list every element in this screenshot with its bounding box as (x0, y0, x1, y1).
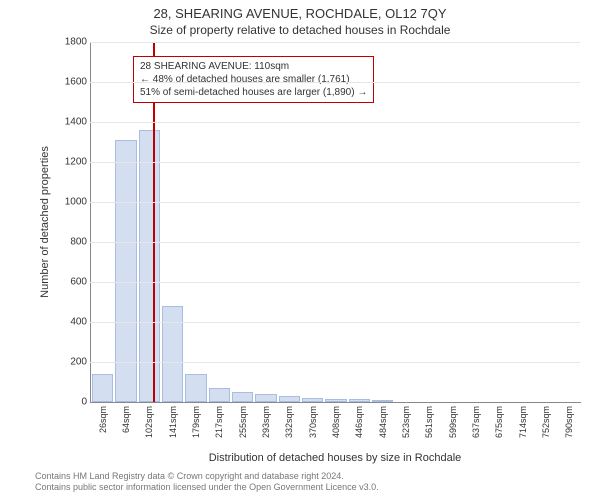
x-tick: 675sqm (494, 406, 504, 438)
x-tick: 370sqm (308, 406, 318, 438)
histogram-bar (209, 388, 230, 402)
y-tick: 1000 (55, 197, 87, 208)
x-tick: 141sqm (168, 406, 178, 438)
y-tick: 600 (55, 277, 87, 288)
y-axis-label: Number of detached properties (39, 146, 51, 298)
footer-credits: Contains HM Land Registry data © Crown c… (35, 471, 379, 494)
x-tick: 714sqm (518, 406, 528, 438)
annotation-line: 28 SHEARING AVENUE: 110sqm (140, 60, 367, 73)
y-tick: 1400 (55, 117, 87, 128)
x-tick: 179sqm (191, 406, 201, 438)
gridline (90, 242, 580, 243)
x-tick: 484sqm (378, 406, 388, 438)
x-tick: 293sqm (261, 406, 271, 438)
histogram-bar (349, 399, 370, 402)
gridline (90, 362, 580, 363)
x-tick: 408sqm (331, 406, 341, 438)
x-tick: 446sqm (354, 406, 364, 438)
x-tick: 752sqm (541, 406, 551, 438)
gridline (90, 42, 580, 43)
x-tick: 332sqm (284, 406, 294, 438)
gridline (90, 322, 580, 323)
gridline (90, 282, 580, 283)
footer-line2: Contains public sector information licen… (35, 482, 379, 494)
gridline (90, 122, 580, 123)
x-tick: 523sqm (401, 406, 411, 438)
y-tick: 1600 (55, 77, 87, 88)
x-tick: 790sqm (564, 406, 574, 438)
x-tick: 64sqm (121, 406, 131, 433)
histogram-bar (279, 396, 300, 402)
histogram-bar (372, 400, 393, 402)
annotation-line: ← 48% of detached houses are smaller (1,… (140, 73, 367, 86)
histogram-bar (92, 374, 113, 402)
x-tick: 26sqm (98, 406, 108, 433)
annotation-box: 28 SHEARING AVENUE: 110sqm← 48% of detac… (133, 56, 374, 103)
chart-container: 28, SHEARING AVENUE, ROCHDALE, OL12 7QY … (0, 0, 600, 500)
gridline (90, 162, 580, 163)
histogram-bar (255, 394, 276, 402)
x-axis-label: Distribution of detached houses by size … (90, 452, 580, 464)
y-tick: 400 (55, 317, 87, 328)
histogram-bar (232, 392, 253, 402)
footer-line1: Contains HM Land Registry data © Crown c… (35, 471, 379, 483)
y-tick: 200 (55, 357, 87, 368)
x-tick: 102sqm (144, 406, 154, 438)
gridline (90, 82, 580, 83)
plot-area: Number of detached properties 0200400600… (55, 42, 580, 402)
annotation-line: 51% of semi-detached houses are larger (… (140, 86, 367, 99)
y-tick: 1800 (55, 37, 87, 48)
x-tick: 255sqm (238, 406, 248, 438)
chart-subtitle: Size of property relative to detached ho… (0, 21, 600, 37)
x-tick: 637sqm (471, 406, 481, 438)
x-tick: 599sqm (448, 406, 458, 438)
y-axis: 020040060080010001200140016001800 (55, 42, 90, 402)
histogram-bar (185, 374, 206, 402)
histogram-bar (302, 398, 323, 402)
gridline (90, 202, 580, 203)
x-tick: 561sqm (424, 406, 434, 438)
chart-title: 28, SHEARING AVENUE, ROCHDALE, OL12 7QY (0, 0, 600, 21)
histogram-bar (162, 306, 183, 402)
histogram-bar (325, 399, 346, 402)
x-tick: 217sqm (214, 406, 224, 438)
chart-inner: 26sqm64sqm102sqm141sqm179sqm217sqm255sqm… (90, 42, 581, 403)
y-tick: 0 (55, 397, 87, 408)
y-tick: 800 (55, 237, 87, 248)
y-tick: 1200 (55, 157, 87, 168)
